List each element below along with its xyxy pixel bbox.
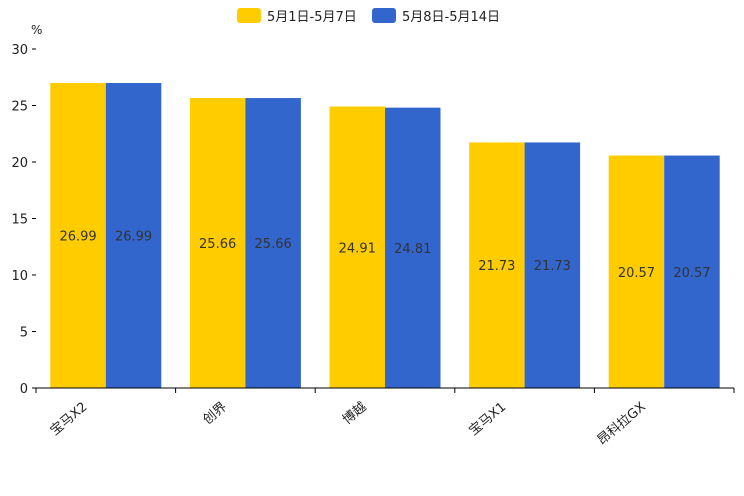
bar-宝马X1-5月1日-5月7日 bbox=[469, 142, 525, 388]
legend: 5月1日-5月7日 5月8日-5月14日 bbox=[237, 8, 500, 25]
y-tick-label: 5 bbox=[20, 326, 28, 341]
data-label: 21.73 bbox=[534, 259, 571, 274]
bar-昂科拉GX-5月1日-5月7日 bbox=[608, 155, 665, 388]
data-label: 26.99 bbox=[115, 230, 152, 245]
data-label: 26.99 bbox=[59, 230, 96, 245]
data-label: 25.66 bbox=[199, 237, 236, 252]
bar-宝马X1-5月8日-5月14日 bbox=[524, 142, 581, 388]
bar-创界-5月8日-5月14日 bbox=[245, 98, 301, 389]
y-tick-label: 20 bbox=[11, 156, 28, 171]
legend-swatch-0 bbox=[237, 8, 261, 23]
legend-swatch-1 bbox=[372, 8, 396, 23]
bar-宝马X2-5月1日-5月7日 bbox=[50, 83, 106, 388]
x-tick-label: 昂科拉GX bbox=[595, 400, 649, 449]
bar-宝马X2-5月8日-5月14日 bbox=[105, 83, 162, 388]
y-tick-label: 0 bbox=[20, 382, 28, 397]
bar-昂科拉GX-5月8日-5月14日 bbox=[664, 155, 720, 388]
y-tick-label: 15 bbox=[11, 213, 28, 228]
bars bbox=[50, 83, 720, 389]
y-axis-unit-label: % bbox=[31, 23, 42, 37]
y-axis: 0 5 10 15 20 25 30 bbox=[11, 43, 36, 397]
x-axis: 宝马X2 创界 博越 宝马X1 昂科拉GX bbox=[35, 388, 735, 449]
legend-label: 5月1日-5月7日 bbox=[267, 10, 357, 25]
y-tick-label: 30 bbox=[11, 43, 28, 58]
data-label: 20.57 bbox=[618, 266, 655, 281]
data-label: 21.73 bbox=[478, 259, 515, 274]
bar-博越-5月1日-5月7日 bbox=[329, 106, 385, 388]
x-tick-label: 博越 bbox=[340, 400, 370, 428]
bar-博越-5月8日-5月14日 bbox=[385, 107, 441, 388]
data-label: 25.66 bbox=[255, 237, 292, 252]
y-tick-label: 10 bbox=[11, 269, 28, 284]
y-tick-label: 25 bbox=[11, 100, 28, 115]
data-label: 24.91 bbox=[339, 241, 376, 256]
x-tick-label: 宝马X1 bbox=[466, 400, 509, 439]
x-tick-label: 创界 bbox=[200, 400, 230, 428]
x-tick-label: 宝马X2 bbox=[48, 400, 91, 439]
data-label: 24.81 bbox=[394, 242, 431, 257]
bar-创界-5月1日-5月7日 bbox=[189, 98, 246, 389]
legend-label: 5月8日-5月14日 bbox=[402, 10, 500, 25]
data-label: 20.57 bbox=[673, 266, 710, 281]
data-labels: 26.99 26.99 25.66 25.66 24.91 24.81 21.73 21.73… bbox=[59, 230, 710, 281]
